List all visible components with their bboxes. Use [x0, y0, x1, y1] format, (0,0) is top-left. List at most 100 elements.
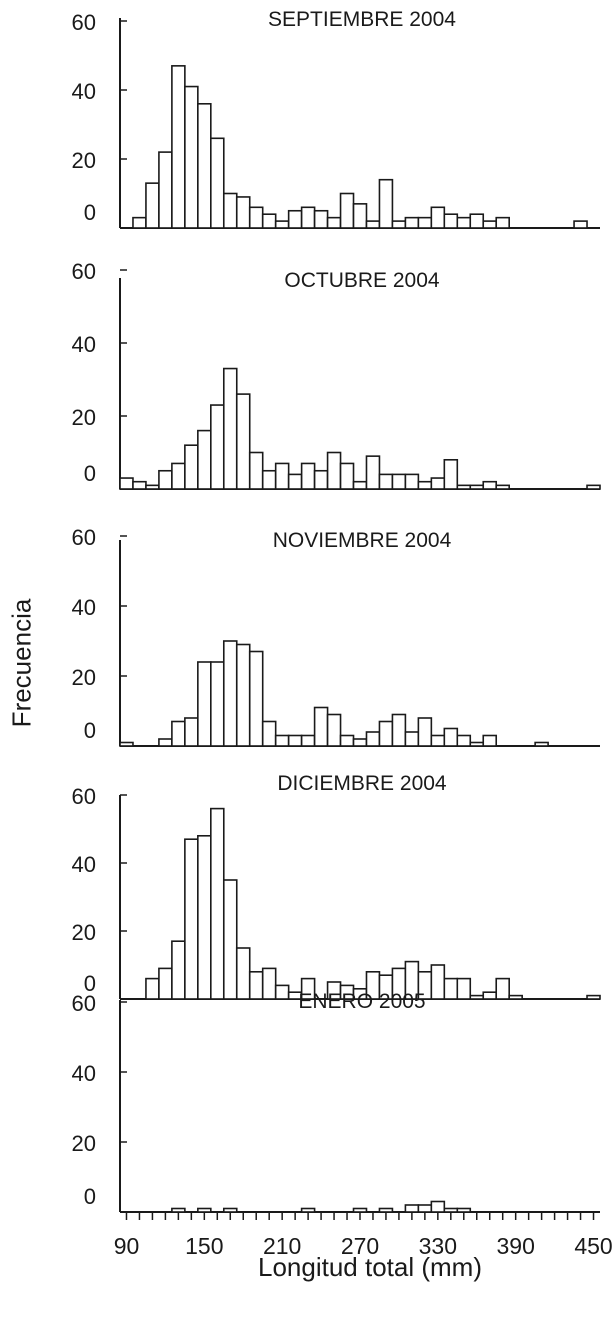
panel-title-2: OCTUBRE 2004: [284, 269, 440, 292]
bar-2-110: [145, 484, 160, 490]
y-axis-title-text: Frecuencia: [6, 598, 37, 728]
bar-4-350: [456, 977, 472, 1000]
bar-2-200: [261, 469, 277, 490]
bar-5-350: [456, 1207, 472, 1213]
bar-3-200: [261, 720, 277, 747]
bar-2-140: [184, 444, 199, 490]
y-tick-label-4-0: 0: [84, 971, 96, 996]
bar-4-150: [197, 834, 212, 1000]
bar-4-160: [210, 807, 225, 1000]
bar-3-150: [197, 661, 212, 747]
y-tick-label-2-0: 0: [84, 461, 96, 486]
bar-3-220: [287, 734, 303, 747]
bar-2-100: [132, 480, 147, 490]
bar-3-350: [456, 734, 472, 747]
bar-4-120: [158, 967, 173, 1000]
bar-3-130: [171, 720, 186, 747]
bar-3-210: [274, 734, 290, 747]
bar-3-270: [352, 738, 368, 747]
bar-2-270: [352, 480, 368, 490]
bar-2-320: [417, 480, 433, 490]
bar-2-380: [495, 484, 510, 490]
bar-4-200: [261, 967, 277, 1000]
bar-5-270: [352, 1207, 368, 1213]
bar-2-280: [365, 455, 381, 490]
bar-4-340: [443, 977, 459, 1000]
bar-3-240: [313, 706, 329, 747]
y-tick-label-3-40: 40: [72, 595, 96, 620]
panel-title-5: ENERO 2005: [298, 990, 425, 1013]
x-tick-label-330: 330: [419, 1233, 457, 1259]
bar-1-250: [326, 216, 342, 229]
y-tick-label-5-20: 20: [72, 1131, 96, 1156]
bar-1-240: [313, 209, 329, 229]
bar-2-150: [197, 429, 212, 490]
bar-2-290: [378, 473, 394, 490]
bar-4-230: [300, 977, 316, 1000]
panel-title-3: NOVIEMBRE 2004: [273, 529, 452, 552]
bar-1-100: [132, 216, 147, 229]
bar-4-360: [469, 994, 485, 1000]
bar-4-380: [495, 977, 510, 1000]
bar-1-140: [184, 85, 199, 229]
bar-1-370: [482, 220, 498, 229]
bar-1-330: [430, 206, 446, 229]
bar-3-90: [119, 741, 134, 747]
bar-2-360: [469, 484, 485, 490]
bar-2-240: [313, 469, 329, 490]
bar-1-170: [222, 192, 238, 229]
bar-1-120: [158, 151, 173, 229]
bar-2-250: [326, 451, 342, 490]
panel-title-1: SEPTIEMBRE 2004: [268, 8, 456, 31]
y-tick-label-4-40: 40: [72, 852, 96, 877]
y-tick-label-1-0: 0: [84, 200, 96, 225]
bar-5-150: [197, 1207, 212, 1213]
bar-1-210: [274, 220, 290, 229]
bar-1-110: [145, 182, 160, 229]
bar-3-310: [404, 731, 420, 747]
bar-2-160: [210, 404, 225, 490]
y-axis-title: Frecuencia: [2, 599, 42, 728]
bar-4-190: [248, 970, 264, 1000]
bar-3-190: [248, 650, 264, 747]
panel-title-4: DICIEMBRE 2004: [277, 772, 447, 795]
bar-3-410: [534, 741, 549, 747]
y-tick-label-2-60: 60: [72, 259, 96, 284]
bar-1-200: [261, 213, 277, 229]
bar-1-360: [469, 213, 485, 229]
bar-1-310: [404, 216, 420, 229]
bar-4-110: [145, 977, 160, 1000]
bar-5-320: [417, 1204, 433, 1213]
y-tick-label-2-40: 40: [72, 332, 96, 357]
y-tick-label-1-20: 20: [72, 148, 96, 173]
x-tick-label-150: 150: [185, 1233, 223, 1259]
bar-4-170: [222, 879, 238, 1000]
bar-1-190: [248, 206, 264, 229]
bar-2-230: [300, 462, 316, 490]
y-tick-label-1-40: 40: [72, 79, 96, 104]
bar-4-450: [586, 994, 601, 1000]
y-tick-label-1-60: 60: [72, 10, 96, 35]
y-tick-label-4-20: 20: [72, 920, 96, 945]
bar-1-230: [300, 206, 316, 229]
bar-3-250: [326, 713, 342, 747]
y-tick-label-2-20: 20: [72, 405, 96, 430]
bar-2-130: [171, 462, 186, 490]
bar-2-310: [404, 473, 420, 490]
y-tick-label-3-0: 0: [84, 718, 96, 743]
bar-1-280: [365, 220, 381, 229]
bar-2-340: [443, 458, 459, 490]
x-tick-label-90: 90: [114, 1233, 140, 1259]
bar-3-370: [482, 734, 498, 747]
bar-5-310: [404, 1204, 420, 1213]
bar-1-130: [171, 65, 186, 229]
y-tick-label-3-60: 60: [72, 525, 96, 550]
bar-2-90: [119, 477, 134, 490]
bar-1-270: [352, 203, 368, 229]
bar-2-190: [248, 451, 264, 490]
bar-3-280: [365, 731, 381, 747]
bar-3-320: [417, 717, 433, 747]
bar-5-330: [430, 1200, 446, 1213]
bar-4-390: [508, 994, 523, 1000]
bar-5-170: [222, 1207, 238, 1213]
